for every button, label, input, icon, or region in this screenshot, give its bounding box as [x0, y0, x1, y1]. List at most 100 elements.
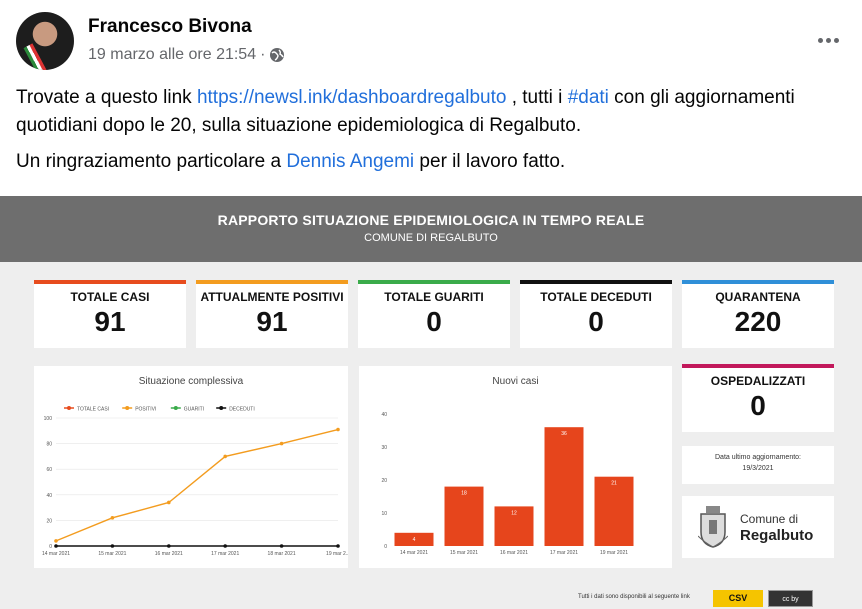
kpi-totale-guariti: TOTALE GUARITI 0 — [358, 280, 510, 348]
cc-license-badge: cc by — [768, 590, 813, 607]
text-segment: Un ringraziamento particolare a — [16, 151, 287, 172]
text-segment: , tutti i — [506, 87, 568, 108]
x-tick-label: 19 mar 2021 — [600, 550, 628, 556]
comune-logo-box: Comune di Regalbuto — [682, 496, 834, 558]
text-segment: Trovate a questo link — [16, 87, 197, 108]
dashboard-title: RAPPORTO SITUAZIONE EPIDEMIOLOGICA IN TE… — [217, 212, 645, 228]
data-availability-note: Tutti i dati sono disponibili al seguent… — [578, 594, 690, 600]
chart-nuovi-casi: Nuovi casi 0 10 20 30 40 4 14 mar 2021 18 15 mar… — [359, 366, 672, 568]
last-update-box: Data ultimo aggiornamento: 19/3/2021 — [682, 446, 834, 484]
kpi-value: 91 — [94, 306, 126, 337]
kpi-value: 0 — [750, 390, 766, 421]
y-tick-label: 20 — [46, 518, 52, 524]
legend-label: GUARITI — [184, 407, 204, 413]
x-tick-label: 15 mar 2021 — [450, 550, 478, 556]
data-point — [167, 500, 171, 505]
kpi-label: ATTUALMENTE POSITIVI — [200, 290, 344, 304]
data-point — [54, 539, 58, 543]
y-tick-label: 80 — [46, 442, 52, 448]
update-label: Data ultimo aggiornamento: — [715, 454, 801, 461]
legend-marker — [219, 406, 224, 410]
kpi-value: 220 — [734, 306, 782, 337]
kpi-value: 0 — [426, 306, 442, 337]
kpi-label: TOTALE DECEDUTI — [540, 290, 652, 304]
author-name[interactable]: Francesco Bivona — [88, 16, 252, 37]
dashboard-link[interactable]: https://newsl.ink/dashboardregalbuto — [196, 87, 507, 108]
data-point — [336, 544, 340, 548]
bar — [494, 506, 534, 546]
data-point — [223, 454, 227, 459]
legend-marker — [173, 406, 178, 410]
post-body: Trovate a questo link https://newsl.ink/… — [16, 84, 846, 184]
data-point — [336, 427, 340, 432]
y-tick-label: 60 — [46, 467, 52, 473]
sash-decoration — [23, 43, 47, 70]
dashboard-image[interactable]: RAPPORTO SITUAZIONE EPIDEMIOLOGICA IN TE… — [0, 196, 862, 609]
x-tick-label: 16 mar 2021 — [155, 551, 183, 557]
post-paragraph-2: Un ringraziamento particolare a Dennis A… — [16, 148, 846, 176]
kpi-label: OSPEDALIZZATI — [710, 374, 806, 388]
kpi-label: QUARANTENA — [715, 290, 801, 304]
bar — [444, 486, 484, 546]
meta-separator: · — [260, 46, 266, 63]
hashtag-link[interactable]: #dati — [567, 87, 609, 108]
x-tick-label: 17 mar 2021 — [211, 551, 239, 557]
dashboard-header: RAPPORTO SITUAZIONE EPIDEMIOLOGICA IN TE… — [0, 196, 862, 262]
bar-value-label: 21 — [611, 481, 617, 487]
x-tick-label: 14 mar 2021 — [42, 551, 70, 557]
y-tick-label: 40 — [46, 493, 52, 499]
legend-label: DECEDUTI — [229, 407, 255, 413]
data-point — [110, 544, 115, 548]
bar-value-label: 12 — [511, 510, 517, 516]
csv-button[interactable]: CSV — [713, 590, 763, 607]
bar-value-label: 4 — [413, 537, 416, 543]
legend-label: POSITIVI — [135, 407, 156, 413]
kpi-totale-deceduti: TOTALE DECEDUTI 0 — [520, 280, 672, 348]
kpi-totale-casi: TOTALE CASI 91 — [34, 280, 186, 348]
legend-marker — [125, 406, 130, 410]
text-segment: per il lavoro fatto. — [414, 151, 566, 172]
bar — [594, 476, 634, 546]
y-tick-label: 40 — [381, 412, 387, 418]
x-tick-label: 14 mar 2021 — [400, 550, 428, 556]
profile-avatar[interactable] — [16, 12, 74, 70]
kpi-attualmente-positivi: ATTUALMENTE POSITIVI 91 — [196, 280, 348, 348]
legend-label: TOTALE CASI — [77, 407, 109, 413]
y-tick-label: 30 — [381, 445, 387, 451]
y-tick-label: 20 — [381, 478, 387, 484]
logo-line2: Regalbuto — [740, 527, 814, 544]
mention-link[interactable]: Dennis Angemi — [286, 151, 415, 172]
bar-chart-svg: 0 10 20 30 40 4 14 mar 2021 18 15 mar 2021 12 16 m… — [381, 412, 634, 556]
legend-marker — [67, 406, 71, 410]
kpi-label: TOTALE GUARITI — [384, 290, 484, 304]
kpi-label: TOTALE CASI — [70, 290, 150, 304]
text-segment: con gli aggiornamenti quotidiani dopo le… — [16, 87, 795, 136]
chart-title: Nuovi casi — [492, 376, 539, 387]
globe-icon[interactable] — [269, 47, 285, 63]
x-tick-label: 19 mar 2... — [326, 551, 348, 557]
data-point — [54, 544, 58, 548]
chart-title: Situazione complessiva — [138, 376, 244, 387]
y-tick-label: 10 — [381, 511, 387, 517]
chart-situazione-complessiva: Situazione complessiva TOTALE CASI POSITI… — [34, 366, 350, 568]
more-options-icon[interactable] — [814, 30, 842, 50]
bar — [394, 532, 434, 546]
y-tick-label: 0 — [49, 544, 52, 550]
kpi-value: 0 — [588, 306, 604, 337]
dashboard-subtitle: COMUNE DI REGALBUTO — [364, 232, 498, 244]
bar — [544, 427, 584, 546]
post-header: Francesco Bivona 19 marzo alle ore 21:54… — [16, 12, 846, 76]
post-paragraph-1: Trovate a questo link https://newsl.ink/… — [16, 84, 846, 140]
data-point — [167, 544, 171, 548]
x-tick-label: 15 mar 2021 — [98, 551, 126, 557]
post-timestamp[interactable]: 19 marzo alle ore 21:54 — [88, 46, 257, 63]
data-point — [279, 544, 284, 548]
data-point — [223, 544, 227, 548]
y-tick-label: 0 — [384, 544, 387, 550]
x-tick-label: 18 mar 2021 — [268, 551, 296, 557]
data-point — [110, 516, 115, 520]
data-point — [279, 441, 284, 446]
kpi-ospedalizzati: OSPEDALIZZATI 0 — [682, 364, 834, 432]
x-tick-label: 17 mar 2021 — [550, 550, 578, 556]
bar-value-label: 18 — [461, 491, 467, 497]
